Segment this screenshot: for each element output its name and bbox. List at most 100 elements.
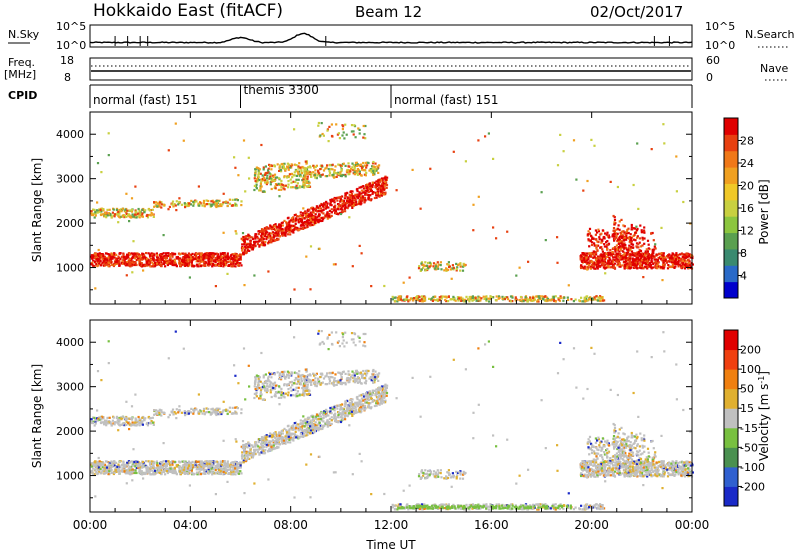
- power-echo: [152, 262, 155, 266]
- power-echo: [381, 179, 384, 182]
- power-echo: [246, 249, 250, 252]
- power-echo: [131, 260, 134, 263]
- power-echo: [542, 297, 545, 300]
- power-echo: [219, 263, 222, 266]
- power-echo: [181, 257, 184, 260]
- power-echo-sparse: [650, 148, 653, 151]
- power-echo: [313, 221, 316, 225]
- power-echo: [346, 191, 349, 194]
- power-echo: [607, 260, 610, 263]
- velocity-echo: [217, 470, 220, 473]
- power-echo: [322, 218, 325, 221]
- power-echo: [644, 265, 647, 268]
- velocity-echo: [200, 460, 203, 463]
- power-echo: [637, 251, 640, 254]
- power-echo: [391, 298, 394, 301]
- power-echo: [247, 233, 250, 237]
- power-echo: [621, 256, 624, 259]
- power-echo: [275, 231, 278, 234]
- power-echo: [202, 199, 206, 202]
- power-echo: [596, 240, 599, 243]
- power-echo: [344, 173, 347, 176]
- velocity-echo: [216, 464, 220, 467]
- velocity-echo: [223, 461, 227, 464]
- power-echo: [172, 252, 175, 255]
- power-echo-sparse: [215, 205, 218, 209]
- power-echo: [613, 218, 617, 221]
- power-echo: [655, 253, 658, 256]
- power-echo: [280, 183, 284, 186]
- power-echo: [188, 253, 191, 256]
- power-echo: [622, 238, 625, 241]
- power-echo: [234, 198, 237, 201]
- power-echo: [254, 240, 257, 243]
- power-echo: [354, 169, 358, 173]
- power-echo: [310, 214, 313, 217]
- power-echo: [151, 213, 154, 216]
- velocity-echo: [162, 470, 165, 474]
- power-echo: [358, 128, 361, 131]
- power-echo: [171, 262, 174, 265]
- power-echo: [622, 224, 625, 227]
- power-echo: [656, 267, 659, 270]
- power-echo: [339, 200, 342, 203]
- power-echo: [173, 203, 176, 206]
- power-echo: [590, 243, 594, 247]
- velocity-echo: [141, 460, 145, 464]
- power-echo: [163, 203, 166, 207]
- power-echo: [584, 267, 587, 270]
- power-echo: [102, 255, 105, 258]
- power-echo: [662, 261, 665, 264]
- power-echo: [448, 265, 451, 268]
- power-echo: [354, 193, 357, 196]
- power-echo: [219, 258, 222, 261]
- power-echo: [600, 238, 603, 241]
- velocity-echo: [101, 465, 104, 468]
- power-echo: [224, 259, 227, 262]
- power-echo: [133, 213, 137, 216]
- power-echo: [321, 173, 324, 176]
- power-echo: [122, 262, 125, 265]
- power-echo: [341, 203, 344, 206]
- power-echo: [619, 248, 622, 251]
- velocity-echo: [152, 464, 155, 467]
- power-echo: [337, 163, 340, 166]
- power-echo: [115, 253, 118, 256]
- power-echo: [103, 255, 107, 258]
- power-echo: [618, 235, 622, 238]
- power-echo: [216, 255, 219, 258]
- power-echo: [153, 205, 156, 208]
- power-echo: [471, 296, 474, 299]
- power-echo: [291, 217, 294, 220]
- power-echo: [634, 252, 637, 255]
- power-echo: [633, 233, 636, 237]
- power-echo: [365, 184, 368, 187]
- velocity-echo: [234, 467, 237, 470]
- power-echo: [635, 245, 638, 248]
- power-echo: [192, 204, 195, 207]
- power-echo: [330, 123, 333, 126]
- power-echo: [625, 235, 628, 238]
- power-echo: [150, 212, 153, 215]
- power-echo: [682, 258, 685, 261]
- power-echo-sparse: [582, 189, 585, 192]
- power-echo: [583, 297, 586, 301]
- power-echo: [628, 257, 631, 261]
- power-echo: [684, 260, 687, 263]
- power-echo: [356, 168, 359, 171]
- power-echo: [374, 162, 377, 165]
- power-echo: [259, 172, 262, 175]
- power-echo: [287, 180, 290, 183]
- power-echo: [246, 238, 249, 241]
- power-echo: [297, 165, 300, 168]
- power-echo: [195, 257, 198, 260]
- power-echo-sparse: [662, 123, 665, 126]
- power-echo: [634, 231, 637, 234]
- power-echo: [451, 264, 454, 267]
- power-echo: [384, 191, 387, 194]
- power-echo: [336, 199, 339, 202]
- power-echo: [572, 300, 575, 303]
- power-echo: [141, 215, 144, 218]
- power-echo: [319, 216, 322, 219]
- power-echo: [101, 213, 104, 216]
